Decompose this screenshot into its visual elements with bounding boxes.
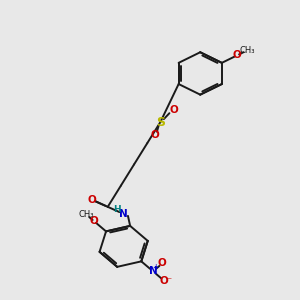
Text: N: N bbox=[119, 209, 128, 219]
Text: O: O bbox=[158, 258, 167, 268]
Text: O: O bbox=[160, 276, 169, 286]
Text: O: O bbox=[87, 195, 96, 205]
Text: O: O bbox=[90, 216, 99, 226]
Text: S: S bbox=[156, 116, 165, 128]
Text: +: + bbox=[153, 263, 159, 272]
Text: ⁻: ⁻ bbox=[166, 277, 171, 286]
Text: H: H bbox=[113, 205, 121, 214]
Text: CH₃: CH₃ bbox=[79, 210, 94, 219]
Text: O: O bbox=[151, 130, 160, 140]
Text: O: O bbox=[169, 105, 178, 115]
Text: O: O bbox=[232, 50, 241, 61]
Text: CH₃: CH₃ bbox=[240, 46, 255, 55]
Text: N: N bbox=[149, 266, 158, 276]
